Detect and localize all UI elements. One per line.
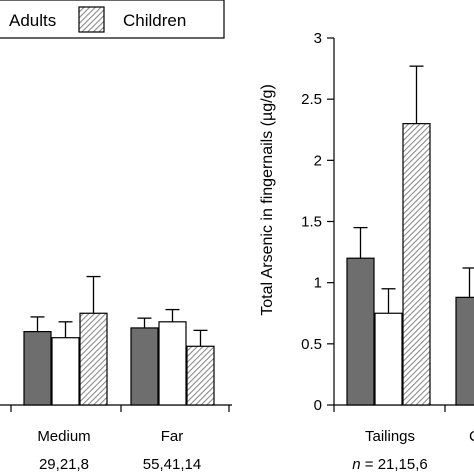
category-label-cropped: C (469, 428, 474, 445)
y-tick-label: 1.5 (301, 214, 322, 231)
teens-bar (158, 321, 187, 406)
y-tick-label: 3 (314, 30, 322, 47)
legend-label-adults: Adults (9, 11, 56, 30)
legend-swatch-children (78, 6, 105, 33)
children-bar (79, 312, 108, 406)
right-panel-bars (346, 65, 474, 406)
y-tick-label: 0 (314, 397, 322, 414)
teens-bar (51, 337, 80, 406)
legend-frame (0, 0, 225, 39)
category-label-tailings: Tailings (365, 428, 415, 445)
y-axis-label: Total Arsenic in fingernails (µg/g) (259, 84, 276, 316)
adults-bar (130, 327, 159, 406)
children-bar (402, 123, 431, 406)
sample-size-tailings-values: = 21,15,6 (361, 456, 428, 473)
y-tick-label: 1 (314, 275, 322, 292)
legend: Adults Children (0, 0, 225, 39)
adults-bar (455, 296, 474, 406)
left-panel-bars (23, 275, 215, 406)
category-label-medium: Medium (37, 428, 90, 445)
sample-size-tailings: n = 21,15,6 (352, 456, 428, 473)
legend-label-children: Children (123, 11, 186, 30)
teens-bar (374, 312, 403, 406)
y-tick-label: 0.5 (301, 336, 322, 353)
left-panel: Medium Far 29,21,8 55,41,14 (0, 275, 232, 473)
y-axis-ticks: 0 0.5 1 1.5 2 2.5 3 (301, 30, 334, 414)
children-bar (186, 345, 215, 406)
category-label-far: Far (161, 428, 184, 445)
right-panel: Total Arsenic in fingernails (µg/g) 0 0.5… (259, 30, 474, 473)
adults-bar (346, 257, 375, 406)
sample-size-far: 55,41,14 (143, 456, 201, 473)
y-tick-label: 2.5 (301, 91, 322, 108)
adults-bar (23, 331, 52, 406)
y-tick-label: 2 (314, 152, 322, 169)
sample-size-medium: 29,21,8 (39, 456, 89, 473)
